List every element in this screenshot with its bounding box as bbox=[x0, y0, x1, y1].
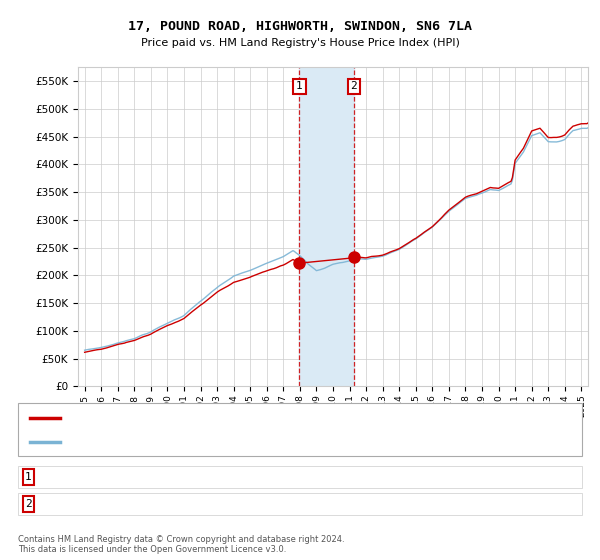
Text: Price paid vs. HM Land Registry's House Price Index (HPI): Price paid vs. HM Land Registry's House … bbox=[140, 38, 460, 48]
Text: 20-DEC-2007: 20-DEC-2007 bbox=[66, 472, 135, 482]
Text: 1: 1 bbox=[25, 472, 32, 482]
Text: 01-APR-2011: 01-APR-2011 bbox=[66, 499, 135, 509]
Text: £232,500: £232,500 bbox=[210, 499, 260, 509]
Text: 2: 2 bbox=[350, 81, 357, 91]
Text: £222,500: £222,500 bbox=[210, 472, 260, 482]
Text: Contains HM Land Registry data © Crown copyright and database right 2024.
This d: Contains HM Land Registry data © Crown c… bbox=[18, 535, 344, 554]
Text: 20% ↓ HPI: 20% ↓ HPI bbox=[360, 472, 416, 482]
Text: 1: 1 bbox=[296, 81, 303, 91]
Text: 2: 2 bbox=[25, 499, 32, 509]
Text: 7% ↓ HPI: 7% ↓ HPI bbox=[360, 499, 410, 509]
Bar bbox=[299, 67, 353, 386]
Text: 17, POUND ROAD, HIGHWORTH, SWINDON, SN6 7LA (detached house): 17, POUND ROAD, HIGHWORTH, SWINDON, SN6 … bbox=[66, 414, 411, 423]
Text: HPI: Average price, detached house, Swindon: HPI: Average price, detached house, Swin… bbox=[66, 437, 313, 446]
Text: 17, POUND ROAD, HIGHWORTH, SWINDON, SN6 7LA: 17, POUND ROAD, HIGHWORTH, SWINDON, SN6 … bbox=[128, 20, 472, 32]
